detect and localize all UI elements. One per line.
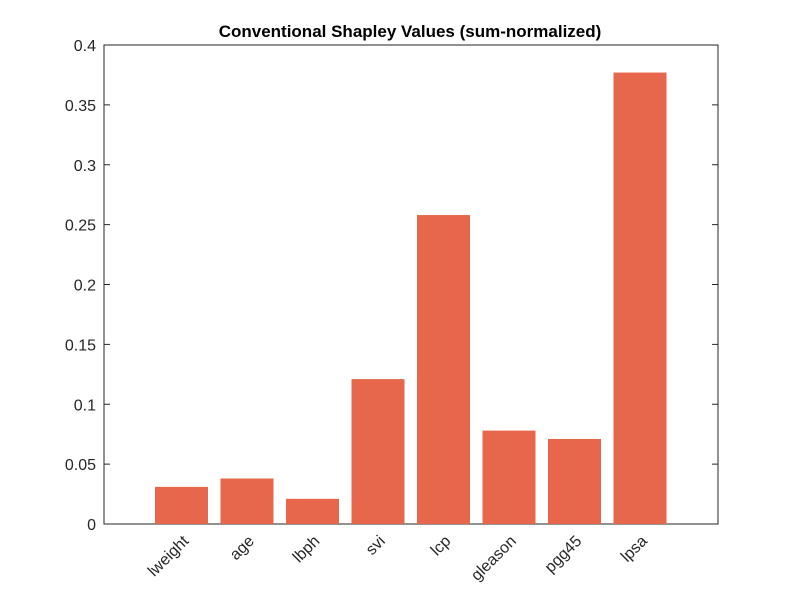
- bar-pgg45: [548, 438, 601, 524]
- x-tick-label-lpsa: lpsa: [618, 533, 651, 566]
- y-tick-label: 0.3: [74, 158, 96, 175]
- x-tick-label-lweight: lweight: [145, 532, 193, 580]
- y-tick-label: 0.1: [74, 397, 96, 414]
- y-axis: 0 0.05 0.1 0.15 0.2 0.25 0.3 0.35 0.4: [65, 38, 718, 534]
- y-tick-label: 0.25: [65, 218, 96, 235]
- x-tick-label-svi: svi: [363, 533, 389, 559]
- y-tick-label: 0.4: [74, 38, 96, 55]
- y-tick-label: 0.35: [65, 98, 96, 115]
- x-axis: lweight age lbph svi lcp gleason pgg45 lpsa: [145, 518, 651, 584]
- bar-age: [220, 478, 274, 524]
- bar-series: [155, 72, 667, 525]
- bar-lweight: [155, 486, 208, 524]
- y-tick-label: 0.05: [65, 457, 96, 474]
- x-tick-label-age: age: [227, 533, 258, 564]
- y-tick-label: 0.15: [65, 337, 96, 354]
- x-tick-label-gleason: gleason: [468, 533, 520, 585]
- bar-lcp: [417, 215, 470, 525]
- bar-lbph: [286, 498, 339, 524]
- bar-svi: [351, 379, 405, 524]
- x-tick-label-pgg45: pgg45: [542, 533, 586, 577]
- bar-lpsa: [613, 72, 667, 524]
- x-tick-label-lcp: lcp: [428, 533, 455, 560]
- x-tick-label-lbph: lbph: [290, 533, 323, 566]
- y-tick-label: 0: [87, 517, 96, 534]
- chart-title: Conventional Shapley Values (sum-normali…: [219, 22, 602, 41]
- bar-gleason: [482, 430, 536, 524]
- y-tick-label: 0.2: [74, 278, 96, 295]
